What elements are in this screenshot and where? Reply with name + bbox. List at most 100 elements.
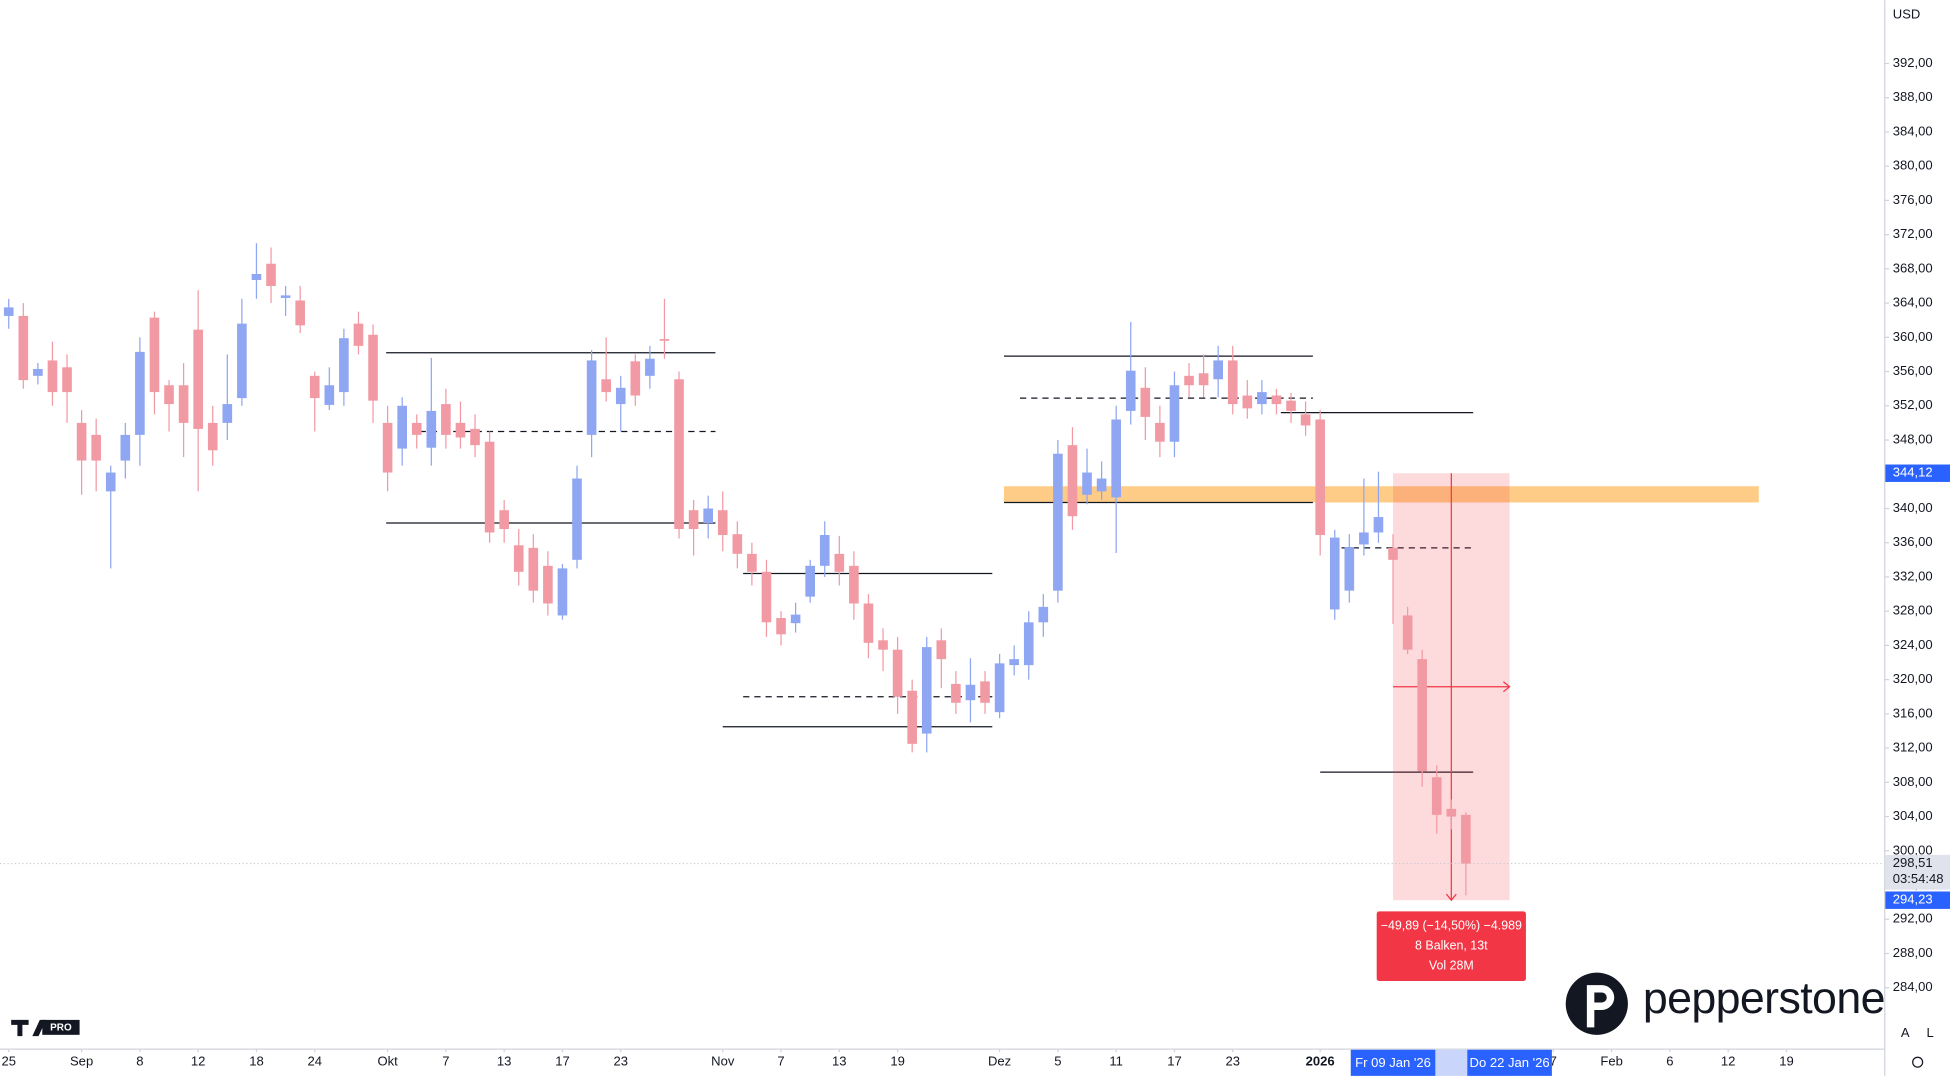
candle-body — [1023, 622, 1034, 666]
candle-body — [1096, 478, 1107, 492]
y-tick-label: 320,00 — [1893, 671, 1933, 686]
range-date-label: Fr 09 Jan '26 — [1355, 1055, 1431, 1070]
x-tick-label: 13 — [832, 1054, 847, 1069]
candle-body — [441, 404, 451, 435]
candle-body — [776, 618, 786, 635]
measure-arrow — [1502, 681, 1511, 693]
candle-body — [33, 368, 43, 376]
candle-body — [674, 379, 684, 530]
y-tick-label: 332,00 — [1893, 568, 1933, 583]
candle-body — [1431, 777, 1442, 815]
candle-body — [936, 640, 947, 660]
settings-icon[interactable] — [1912, 1056, 1924, 1068]
y-tick-label: 324,00 — [1893, 637, 1933, 652]
candle-body — [91, 434, 101, 461]
candle-body — [1446, 808, 1457, 817]
y-tick-label: 380,00 — [1893, 158, 1933, 173]
candle-body — [1155, 422, 1165, 442]
candle-body — [849, 565, 859, 604]
x-tick-label: 17 — [1167, 1054, 1182, 1069]
candle-body — [3, 307, 14, 316]
x-tick-label: Sep — [70, 1054, 93, 1069]
candle-body — [557, 568, 568, 616]
y-tick-label: 384,00 — [1893, 123, 1933, 138]
x-tick-label: 17 — [555, 1054, 570, 1069]
tv-badge: PRO — [50, 1023, 72, 1034]
candle-body — [18, 315, 29, 381]
x-tick-label: 23 — [613, 1054, 628, 1069]
y-tick-label: 360,00 — [1893, 329, 1933, 344]
candle-body — [207, 422, 218, 451]
candle-body — [411, 422, 422, 435]
y-tick-label: 316,00 — [1893, 705, 1933, 720]
candle-body — [747, 553, 757, 572]
x-tick-label: 11 — [1109, 1054, 1123, 1069]
plot-area — [0, 243, 1885, 902]
candle-body — [1373, 517, 1384, 533]
candle-body — [980, 681, 990, 703]
scale-buttons: A L — [1901, 1025, 1934, 1068]
candle-body — [426, 410, 437, 448]
candle-body — [1038, 606, 1049, 623]
candle-body — [907, 690, 917, 744]
candle-body — [105, 472, 116, 492]
x-tick-label: 25 — [1, 1054, 16, 1069]
candle-body — [455, 422, 466, 438]
y-tick-label: 348,00 — [1893, 431, 1933, 446]
candle-body — [1359, 532, 1369, 545]
candle-body — [295, 300, 305, 326]
candle-body — [266, 263, 276, 286]
candle-body — [1082, 472, 1092, 495]
candle-body — [601, 379, 611, 393]
y-tick-label: 300,00 — [1893, 842, 1933, 857]
candle-body — [717, 510, 728, 536]
candle-body — [951, 683, 961, 703]
x-tick-label: Feb — [1600, 1054, 1622, 1069]
last-price-label-box — [1885, 854, 1950, 890]
candle-body — [1125, 370, 1136, 411]
measure-start-label: 344,12 — [1893, 465, 1933, 480]
x-tick-label: 8 — [136, 1054, 143, 1069]
y-tick-label: 352,00 — [1893, 397, 1933, 412]
x-tick-label: 12 — [1721, 1054, 1736, 1069]
candle-body — [164, 385, 174, 405]
candle-body — [1344, 546, 1355, 591]
candle-body — [1140, 387, 1151, 417]
candle-body — [659, 339, 670, 341]
x-tick-label: 2026 — [1306, 1054, 1335, 1069]
measure-label: −49,89 (−14,50%) −4.989 — [1381, 919, 1522, 933]
candle-body — [1329, 537, 1340, 610]
measure-label: Vol 28M — [1429, 958, 1474, 972]
y-tick-label: 336,00 — [1893, 534, 1933, 549]
candle-body — [251, 273, 262, 280]
log-scale-button[interactable]: L — [1926, 1025, 1933, 1040]
candle-body — [892, 649, 903, 697]
candle-body — [688, 510, 699, 530]
candle-body — [819, 535, 830, 566]
broker-name: pepperstone — [1643, 973, 1885, 1023]
candle-body — [703, 508, 713, 524]
measure-end-label: 294,23 — [1893, 892, 1933, 907]
candle-body — [805, 565, 815, 597]
y-tick-label: 376,00 — [1893, 192, 1933, 207]
range-date-label: Do 22 Jan '26 — [1470, 1055, 1550, 1070]
x-tick-label: 18 — [249, 1054, 264, 1069]
candle-body — [1388, 547, 1398, 560]
candle-body — [353, 323, 364, 346]
y-tick-label: 368,00 — [1893, 260, 1933, 275]
candle-body — [1417, 659, 1427, 772]
candle-body — [135, 351, 145, 435]
candle-body — [76, 422, 87, 461]
candle-body — [222, 404, 233, 423]
candle-body — [834, 553, 845, 572]
candle-body — [1009, 659, 1019, 666]
last-price-label-countdown: 03:54:48 — [1893, 871, 1944, 886]
y-tick-label: 372,00 — [1893, 226, 1933, 241]
candle-body — [1213, 360, 1223, 380]
candle-body — [1402, 615, 1413, 650]
tv-logo: PRO — [11, 1019, 80, 1037]
candle-body — [499, 510, 509, 530]
auto-scale-button[interactable]: A — [1901, 1025, 1910, 1040]
measure-label-box — [1376, 911, 1526, 982]
